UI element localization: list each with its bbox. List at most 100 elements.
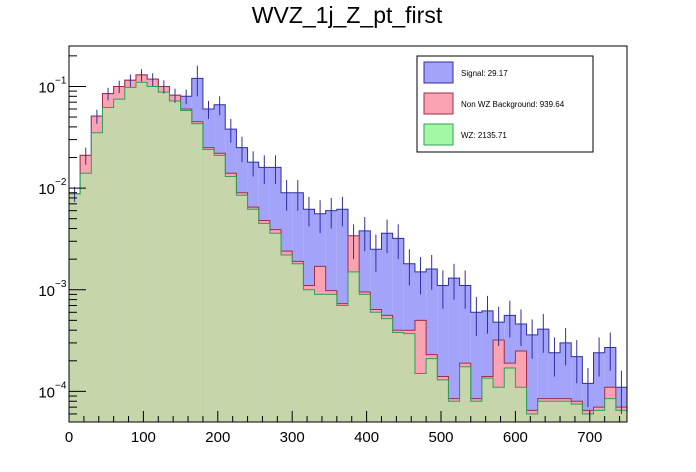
- wz-bar: [91, 132, 103, 423]
- wz-bar: [80, 173, 92, 422]
- wz-bar: [571, 404, 583, 422]
- legend-swatch: [423, 92, 454, 115]
- legend-swatch: [423, 123, 454, 146]
- signal-bar: [459, 285, 471, 422]
- signal-bar: [537, 329, 549, 422]
- wz-bar: [348, 271, 360, 422]
- wz-bar: [191, 123, 203, 423]
- x-tick-label: 200: [205, 429, 230, 446]
- plot-frame-rect: [68, 45, 628, 423]
- wz-bar: [158, 92, 170, 422]
- signal-bar: [571, 356, 583, 422]
- y-tick-exponent: −4: [55, 380, 67, 391]
- wz-bar: [303, 289, 315, 422]
- signal-bar: [437, 285, 449, 422]
- wz-bar: [493, 387, 505, 422]
- wz-bar: [202, 149, 215, 422]
- wz-bar: [214, 155, 226, 422]
- wz-bar: [336, 305, 348, 422]
- wz-bar: [225, 176, 237, 422]
- y-tick-exponent: −3: [55, 279, 67, 290]
- wz-bar: [504, 367, 516, 422]
- error-bars: [74, 65, 622, 414]
- wz-bar: [470, 401, 482, 422]
- signal-bar: [593, 352, 605, 422]
- legend-label: WZ: 2135.71: [461, 131, 507, 140]
- background-bar: [515, 350, 527, 422]
- wz-bar: [593, 410, 605, 422]
- wz-bar: [180, 110, 192, 422]
- wz-bar: [247, 209, 259, 422]
- x-tick-label: 300: [280, 429, 305, 446]
- wz-bar: [69, 193, 81, 422]
- wz-bar: [147, 86, 159, 422]
- wz-series: [68, 81, 628, 423]
- signal-bar: [481, 310, 494, 422]
- wz-bar: [124, 87, 136, 422]
- wz-bar: [113, 99, 125, 423]
- wz-bar: [582, 413, 594, 422]
- signal-bar: [470, 312, 482, 422]
- wz-bar: [615, 410, 627, 422]
- legend-item-background: Non WZ Background: 939.64: [423, 92, 565, 115]
- x-tick-label: 400: [354, 429, 379, 446]
- y-tick-base: 10: [38, 181, 55, 198]
- signal-bar: [548, 352, 561, 422]
- legend-label: Signal: 29.17: [461, 69, 508, 78]
- wz-outline: [68, 81, 628, 422]
- y-tick-base: 10: [38, 283, 55, 300]
- wz-bar: [448, 401, 460, 422]
- y-tick-base: 10: [38, 384, 55, 401]
- wz-bar: [258, 223, 270, 422]
- signal-bar: [526, 334, 538, 422]
- signal-bar: [560, 342, 572, 422]
- wz-bar: [548, 401, 561, 422]
- wz-bar: [392, 332, 404, 422]
- wz-bar: [560, 401, 572, 422]
- wz-bar: [526, 413, 538, 422]
- wz-bar: [481, 378, 494, 422]
- x-tick-label: 600: [503, 429, 528, 446]
- chart-title: WVZ_1j_Z_pt_first: [252, 2, 443, 28]
- y-tick-exponent: −2: [55, 177, 67, 188]
- background-bar: [414, 320, 427, 422]
- wz-bar: [325, 294, 337, 422]
- wz-bar: [236, 195, 248, 422]
- wz-bar: [359, 294, 371, 422]
- wz-bar: [269, 233, 282, 422]
- wz-bar: [403, 333, 415, 422]
- x-tick-label: 100: [131, 429, 156, 446]
- wz-bar: [314, 294, 326, 422]
- wz-bar: [414, 373, 427, 422]
- wz-bar: [515, 387, 527, 422]
- wz-bar: [459, 366, 471, 422]
- wz-bar: [426, 358, 438, 422]
- wz-bar: [281, 254, 293, 422]
- wz-bar: [102, 107, 114, 423]
- legend-item-wz: WZ: 2135.71: [423, 123, 507, 146]
- plot-frame: [68, 45, 628, 423]
- y-tick-exponent: −1: [55, 75, 67, 86]
- background-bar: [493, 340, 505, 422]
- wz-bar: [537, 401, 549, 422]
- y-tick-base: 10: [38, 79, 55, 96]
- wz-bar: [370, 312, 382, 422]
- signal-bar: [604, 347, 616, 422]
- legend-swatch: [423, 61, 454, 84]
- legend-label: Non WZ Background: 939.64: [461, 100, 565, 109]
- x-tick-label: 0: [65, 429, 73, 446]
- legend-item-signal: Signal: 29.17: [423, 61, 508, 84]
- wz-bar: [604, 398, 616, 422]
- legend: Signal: 29.17 Non WZ Background: 939.64 WZ…: [416, 55, 594, 153]
- wz-bar: [381, 318, 393, 422]
- wz-bar: [437, 379, 449, 422]
- x-tick-label: 500: [428, 429, 453, 446]
- x-tick-label: 700: [577, 429, 602, 446]
- signal-bar: [448, 278, 460, 422]
- wz-bar: [292, 263, 304, 422]
- signal-bar: [426, 269, 438, 422]
- wz-bar: [135, 82, 148, 423]
- wz-bar: [169, 100, 181, 422]
